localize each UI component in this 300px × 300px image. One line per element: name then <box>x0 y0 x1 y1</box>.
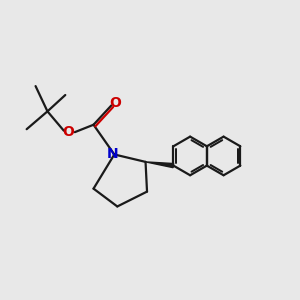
Polygon shape <box>146 162 174 168</box>
Text: O: O <box>62 125 74 139</box>
Text: O: O <box>109 96 121 110</box>
Text: N: N <box>107 147 119 161</box>
